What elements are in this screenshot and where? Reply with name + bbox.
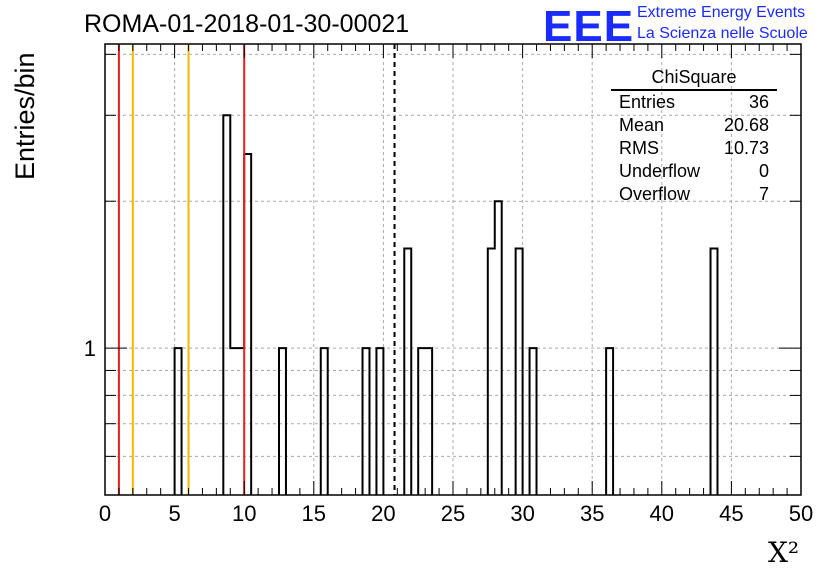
stats-box-name: ChiSquare	[611, 66, 777, 91]
histogram-bin	[516, 249, 523, 495]
histogram-outline	[173, 114, 719, 495]
stats-box: ChiSquare Entries 36 Mean 20.68 RMS 10.7…	[611, 66, 777, 206]
x-tick-label: 30	[510, 501, 534, 526]
stats-value: 20.68	[723, 115, 769, 135]
x-tick-label: 50	[789, 501, 813, 526]
stats-label: RMS	[619, 138, 659, 158]
stats-row-mean: Mean 20.68	[611, 114, 777, 137]
stats-value: 36	[748, 92, 769, 112]
stats-value: 7	[758, 184, 769, 204]
stats-row-overflow: Overflow 7	[611, 183, 777, 206]
x-tick-label: 0	[99, 501, 111, 526]
stats-label: Entries	[619, 92, 676, 112]
stats-row-entries: Entries 36	[611, 91, 777, 114]
x-tick-label: 20	[371, 501, 395, 526]
stats-label: Overflow	[619, 184, 691, 204]
histogram-bin	[488, 249, 495, 495]
stats-label: Underflow	[619, 161, 701, 181]
histogram-bin	[244, 154, 251, 495]
stats-row-rms: RMS 10.73	[611, 137, 777, 160]
logo-line2: La Scienza nelle Scuole	[637, 25, 808, 42]
x-tick-label: 5	[168, 501, 180, 526]
stats-value: 10.73	[723, 138, 769, 158]
x-tick-label: 45	[719, 501, 743, 526]
chart-title: ROMA-01-2018-01-30-00021	[84, 10, 410, 38]
stats-value: 0	[758, 161, 769, 181]
eee-logo: EEE	[543, 2, 635, 51]
x-tick-label: 10	[232, 501, 256, 526]
stats-label: Mean	[619, 115, 665, 135]
histogram-bin	[223, 115, 230, 495]
x-tick-label: 40	[650, 501, 674, 526]
x-tick-label: 35	[580, 501, 604, 526]
x-axis-label: X²	[768, 536, 800, 569]
stats-row-underflow: Underflow 0	[611, 160, 777, 183]
y-axis-label: Entries/bin	[10, 52, 40, 180]
logo-line1: Extreme Energy Events	[637, 4, 806, 21]
histogram-bin	[711, 249, 718, 495]
y-tick-label: 1	[84, 336, 96, 361]
histogram-bin	[404, 249, 411, 495]
x-tick-label: 15	[302, 501, 326, 526]
x-tick-label: 25	[441, 501, 465, 526]
